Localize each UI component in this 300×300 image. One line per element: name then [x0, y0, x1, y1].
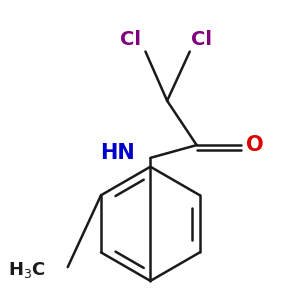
- Text: HN: HN: [100, 143, 135, 163]
- Text: O: O: [246, 135, 263, 155]
- Text: Cl: Cl: [191, 30, 212, 49]
- Text: Cl: Cl: [120, 30, 141, 49]
- Text: H$_3$C: H$_3$C: [8, 260, 46, 280]
